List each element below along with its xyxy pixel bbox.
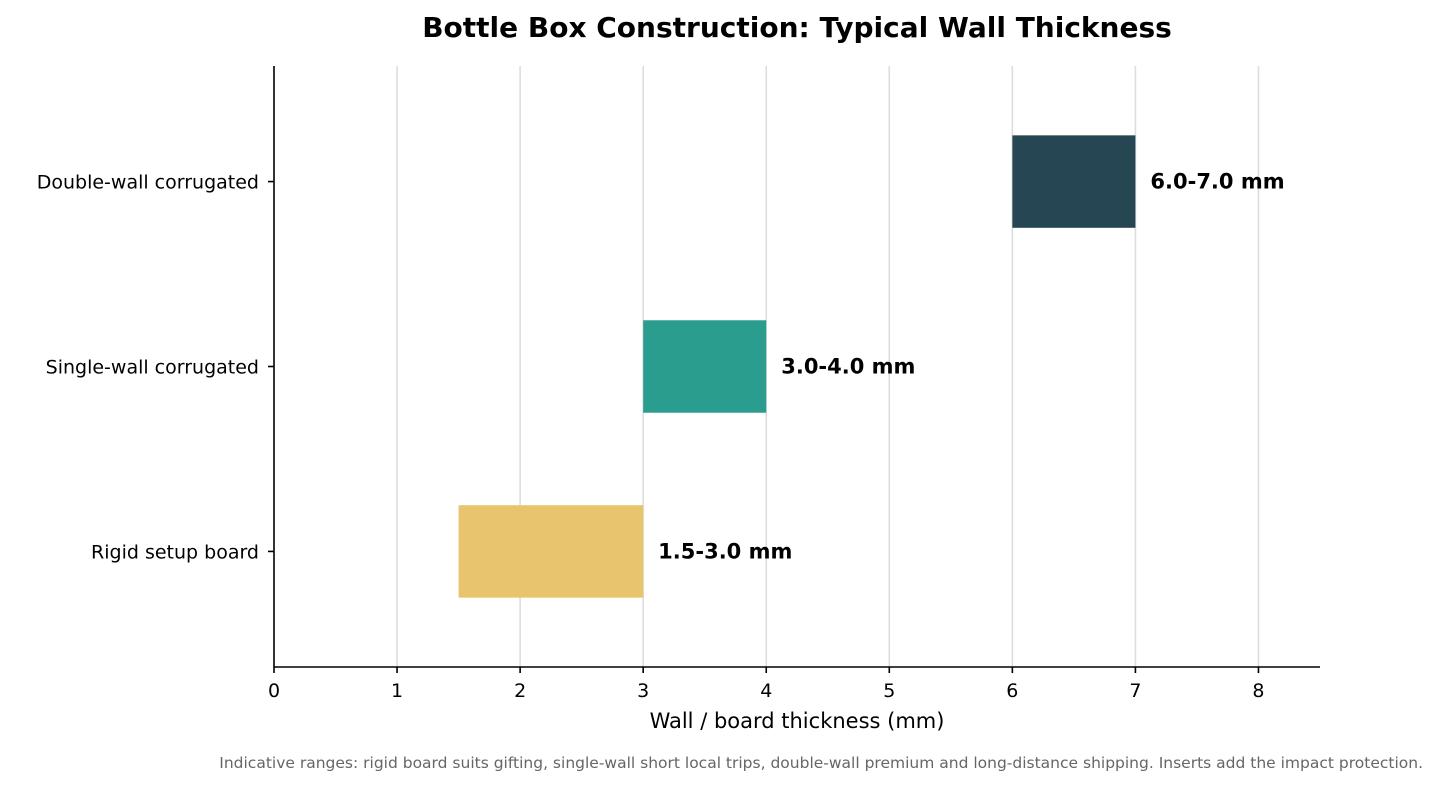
y-tick-label: Rigid setup board bbox=[91, 541, 259, 563]
range-bar bbox=[643, 320, 767, 413]
y-ticks: Rigid setup board Single-wall corrugated D… bbox=[37, 172, 274, 563]
x-tick-label: 5 bbox=[883, 680, 895, 702]
data-label: 3.0-4.0 mm bbox=[781, 355, 915, 379]
y-tick-label: Single-wall corrugated bbox=[46, 357, 259, 379]
x-tick-label: 2 bbox=[514, 680, 526, 702]
range-bar bbox=[458, 505, 644, 598]
x-ticks: 0 1 2 3 4 5 6 7 8 bbox=[268, 667, 1265, 702]
x-tick-label: 7 bbox=[1129, 680, 1141, 702]
data-label: 1.5-3.0 mm bbox=[658, 539, 792, 563]
x-tick-label: 8 bbox=[1252, 680, 1264, 702]
x-tick-label: 3 bbox=[637, 680, 649, 702]
x-tick-label: 1 bbox=[391, 680, 403, 702]
x-axis-label: Wall / board thickness (mm) bbox=[650, 709, 945, 733]
y-tick-label: Double-wall corrugated bbox=[37, 172, 259, 194]
data-label: 6.0-7.0 mm bbox=[1150, 170, 1284, 194]
chart-title: Bottle Box Construction: Typical Wall Th… bbox=[422, 11, 1172, 44]
data-labels: 1.5-3.0 mm 3.0-4.0 mm 6.0-7.0 mm bbox=[658, 170, 1284, 564]
footnote: Indicative ranges: rigid board suits gif… bbox=[219, 754, 1423, 772]
range-bar bbox=[1012, 135, 1136, 228]
x-tick-label: 4 bbox=[760, 680, 772, 702]
x-tick-label: 6 bbox=[1006, 680, 1018, 702]
x-tick-label: 0 bbox=[268, 680, 280, 702]
bars bbox=[458, 135, 1136, 598]
